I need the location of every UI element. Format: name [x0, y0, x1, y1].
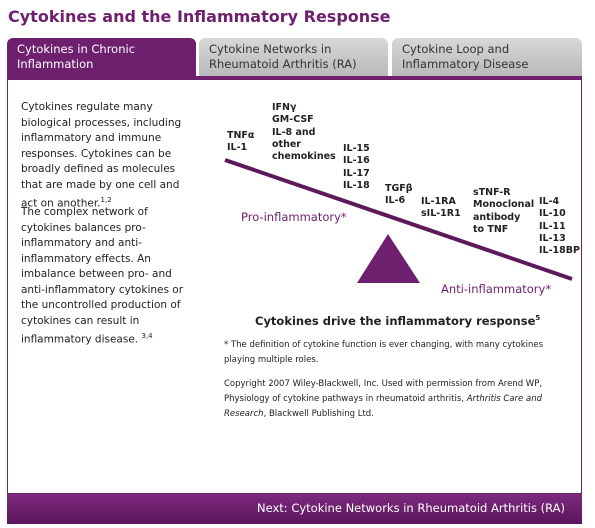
paragraph: The complex network of cytokines balance… [21, 205, 197, 348]
cytokine-group: sTNF-R Monoclonal antibody to TNF [473, 187, 534, 236]
cytokine-label: Monoclonal [473, 199, 535, 211]
cytokine-group: TNFα IL-1 [227, 130, 254, 155]
cytokine-label: TGFβ [385, 183, 413, 194]
copyright: Copyright 2007 Wiley-Blackwell, Inc. Use… [224, 377, 569, 422]
cytokine-label: IL-10 [539, 208, 566, 220]
tab-label: Cytokine Networks in [209, 42, 332, 56]
cytokine-label: chemokines [272, 151, 336, 163]
cytokine-label: sTNF-R [473, 187, 511, 198]
cytokine-label: other [272, 138, 301, 150]
cytokine-label: IL-6 [385, 195, 406, 207]
cytokine-label: IL-15 [343, 143, 370, 154]
caption: Cytokines drive the inflammatory respons… [255, 314, 540, 328]
tab[interactable]: Cytokines in Chronic Inflammation [7, 38, 196, 76]
cytokine-label: IL-16 [343, 155, 370, 167]
tab[interactable]: Cytokine Networks in Rheumatoid Arthritis… [199, 38, 388, 76]
page-title: Cytokines and the Inflammatory Response [8, 7, 391, 26]
paragraph: Cytokines regulate many biological proce… [21, 100, 197, 212]
pro-label: Pro-inflammatory* [241, 210, 347, 224]
cytokine-label: GM-CSF [272, 114, 314, 126]
cytokine-label: IL-1 [227, 142, 248, 154]
cytokine-group: IL-15 IL-16 IL-17 IL-18 [343, 143, 370, 192]
citation: 3,4 [141, 332, 153, 340]
cytokine-label: IL-17 [343, 167, 370, 179]
anti-label: Anti-inflammatory* [441, 282, 552, 296]
cytokine-label: IL-11 [539, 220, 566, 232]
cytokine-label: sIL-1R1 [421, 208, 461, 220]
footer-bar [7, 494, 582, 524]
tab[interactable]: Cytokine Loop and Inflammatory Disease [392, 38, 582, 76]
cytokine-label: IFNγ [272, 102, 297, 113]
cytokine-label: IL-1RA [421, 196, 456, 207]
cytokine-group: IL-1RA sIL-1R1 [421, 196, 461, 221]
cytokine-group: TGFβ IL-6 [385, 183, 413, 208]
cytokine-group: IL-4 IL-10 IL-11 IL-13 IL-18BP [539, 196, 580, 257]
cytokine-label: IL-18BP [539, 245, 580, 257]
cytokine-label: antibody [473, 211, 521, 223]
journal: Arthritis Care and Research [224, 394, 542, 419]
cytokine-label: TNFα [227, 130, 255, 141]
tab-label: Cytokines in Chronic [17, 42, 136, 56]
tab-label: Cytokine Loop and [402, 42, 510, 56]
citation: 1,2 [100, 196, 112, 204]
tab-label: Rheumatoid Arthritis (RA) [209, 57, 357, 71]
seesaw-beam [224, 158, 573, 281]
footnote: * The definition of cytokine function is… [224, 340, 544, 365]
next-link[interactable]: Next: Cytokine Networks in Rheumatoid Ar… [257, 501, 565, 515]
publisher: , Blackwell Publishing Ltd. [263, 409, 374, 419]
cytokine-label: IL-18 [343, 179, 370, 191]
content-panel [7, 76, 582, 494]
cytokine-label: IL-13 [539, 232, 566, 244]
citation: 5 [535, 314, 541, 323]
paragraph-text: The complex network of cytokines balance… [21, 206, 184, 346]
tab-label: Inflammation [17, 57, 94, 71]
cytokine-label: IL-4 [539, 196, 560, 207]
cytokine-group: IFNγ GM-CSF IL-8 and other chemokines [272, 102, 336, 163]
cytokine-label: IL-8 and [272, 126, 316, 138]
paragraph-text: Cytokines regulate many biological proce… [21, 101, 182, 210]
cytokine-label: to TNF [473, 223, 509, 235]
tab-label: Inflammatory Disease [402, 57, 529, 71]
fulcrum [357, 234, 420, 283]
caption-text: Cytokines drive the inflammatory respons… [255, 314, 536, 328]
copyright-text: Copyright 2007 Wiley-Blackwell, Inc. Use… [224, 379, 543, 404]
